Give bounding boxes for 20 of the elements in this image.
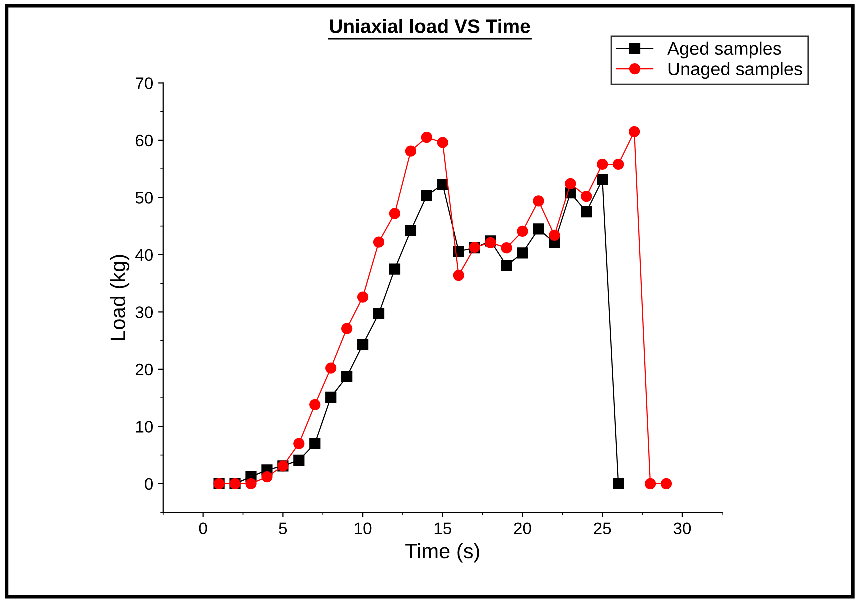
y-tick-label: 10 (136, 421, 154, 433)
y-tick-label: 30 (136, 306, 154, 318)
y-tick-label: 50 (136, 192, 154, 204)
legend-label: Aged samples (668, 42, 782, 59)
x-tick-label: 5 (279, 522, 288, 535)
x-tick-label: 0 (199, 522, 208, 535)
y-tick-label: 0 (145, 478, 154, 490)
x-tick-label: 20 (514, 522, 532, 535)
y-axis-title: Load (kg) (110, 255, 130, 340)
x-tick-label: 10 (355, 522, 372, 535)
x-axis-title: Time (s) (406, 543, 480, 563)
y-tick-label: 70 (136, 78, 154, 90)
y-tick-label: 60 (136, 134, 154, 147)
x-tick-label: 15 (434, 522, 452, 535)
legend-label: Unaged samples (668, 62, 802, 80)
x-tick-label: 30 (674, 522, 692, 535)
y-tick-label: 40 (136, 249, 154, 262)
y-tick-label: 20 (136, 364, 154, 376)
chart-title: Uniaxial load VS Time (330, 19, 530, 34)
x-tick-label: 25 (594, 522, 612, 535)
